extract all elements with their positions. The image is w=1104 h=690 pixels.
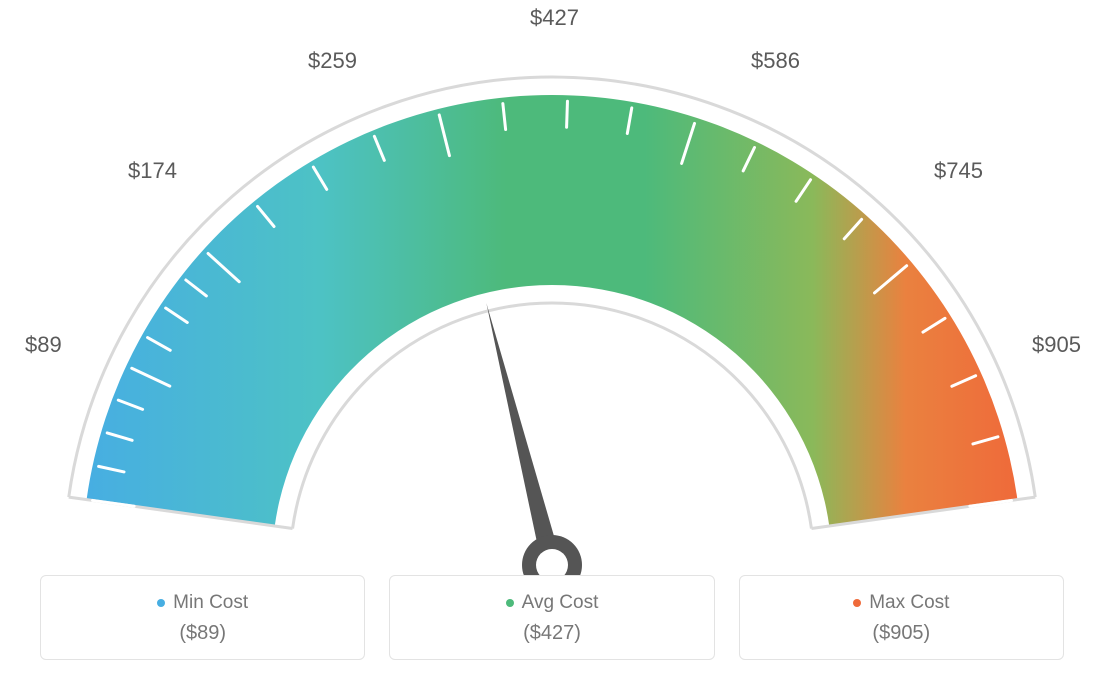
legend-value-max: ($905) [750,622,1053,645]
legend-dot-min [157,599,165,607]
legend-title-max: Max Cost [750,592,1053,614]
legend-label-max: Max Cost [869,592,949,613]
gauge-tick-label: $745 [934,158,983,184]
legend-dot-max [853,599,861,607]
legend-value-min: ($89) [51,622,354,645]
legend-label-min: Min Cost [173,592,248,613]
legend-value-avg: ($427) [400,622,703,645]
gauge-tick-label: $259 [308,48,357,74]
legend-card-min: Min Cost ($89) [40,575,365,660]
gauge-tick-label: $89 [25,332,62,358]
legend-card-max: Max Cost ($905) [739,575,1064,660]
gauge-tick-label: $586 [751,48,800,74]
legend-dot-avg [506,599,514,607]
legend-title-min: Min Cost [51,592,354,614]
legend-card-avg: Avg Cost ($427) [389,575,714,660]
legend-row: Min Cost ($89) Avg Cost ($427) Max Cost … [40,575,1064,660]
gauge-tick-label: $427 [530,5,579,31]
legend-label-avg: Avg Cost [522,592,599,613]
gauge-tick-label: $174 [128,158,177,184]
gauge-svg [32,75,1072,615]
legend-title-avg: Avg Cost [400,592,703,614]
gauge-container [32,20,1072,560]
gauge-tick-label: $905 [1032,332,1081,358]
